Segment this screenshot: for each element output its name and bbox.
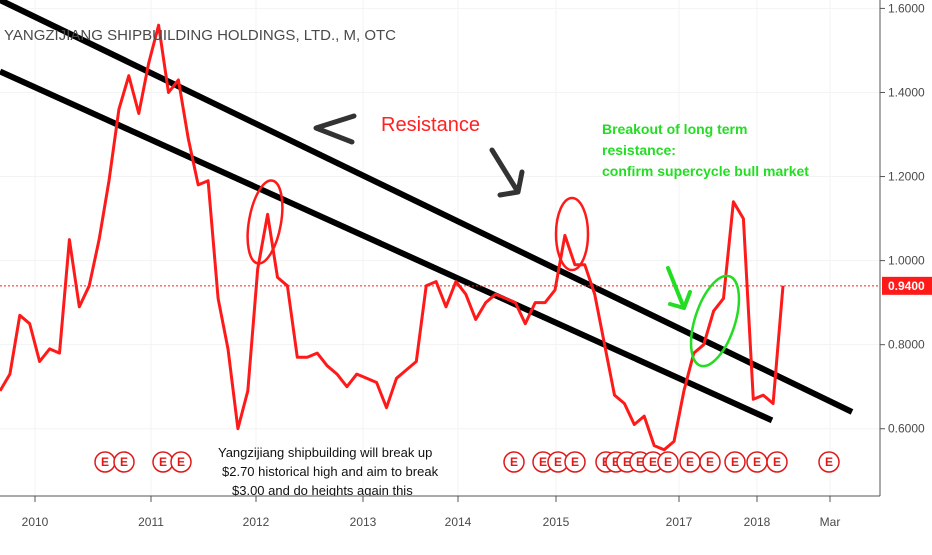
note-line-2: $2.70 historical high and aim to break [222, 464, 439, 479]
earnings-layer: EEEEEEEEEEEEEEEEEEEE [94, 451, 840, 473]
x-tick-label: Mar [820, 515, 841, 529]
earnings-marker-circle [503, 451, 525, 473]
note-line-1: Yangzijiang shipbuilding will break up [218, 445, 432, 460]
earnings-marker-label: E [773, 455, 781, 469]
earnings-marker[interactable]: E [113, 451, 135, 473]
current-price-tag: 0.9400 [882, 276, 932, 295]
current-price-tag-bg [882, 276, 932, 295]
y-tick-label: 0.8000 [888, 338, 925, 352]
breakout-annotation-line-1: Breakout of long term [602, 121, 747, 137]
green-circle-2017 [689, 274, 741, 368]
chart-title: YANGZIJIANG SHIPBUILDING HOLDINGS, LTD.,… [4, 27, 396, 44]
earnings-marker-label: E [554, 455, 562, 469]
earnings-marker[interactable]: E [503, 451, 525, 473]
trendline[interactable] [0, 68, 774, 424]
earnings-marker[interactable]: E [818, 451, 840, 473]
green-arrow-icon [666, 266, 692, 310]
x-tick-label: 2010 [22, 515, 49, 529]
x-tick-label: 2015 [543, 515, 570, 529]
earnings-marker-circle [170, 451, 192, 473]
x-tick-label: 2011 [138, 515, 164, 529]
earnings-marker[interactable]: E [94, 451, 116, 473]
arrow-left-icon [313, 113, 357, 145]
earnings-marker-label: E [825, 455, 833, 469]
earnings-marker-circle [657, 451, 679, 473]
x-tick-label: 2012 [243, 515, 270, 529]
red-circle-2015 [554, 196, 590, 272]
earnings-marker-label: E [649, 455, 657, 469]
earnings-marker-label: E [612, 455, 620, 469]
earnings-marker-label: E [623, 455, 631, 469]
earnings-marker-label: E [731, 455, 739, 469]
y-tick-label: 1.4000 [888, 85, 925, 99]
y-tick-layer: 1.6000 1.4000 1.2000 1.0000 0.8000 0.6000 [880, 1, 925, 436]
y-tick-label: 1.6000 [888, 1, 925, 15]
earnings-marker-label: E [101, 455, 109, 469]
earnings-marker-circle [818, 451, 840, 473]
y-tick-label: 1.2000 [888, 170, 925, 184]
breakout-annotation-line-3: confirm supercycle bull market [602, 163, 809, 179]
earnings-marker-label: E [706, 455, 714, 469]
earnings-marker-label: E [510, 455, 518, 469]
earnings-marker[interactable]: E [724, 451, 746, 473]
earnings-marker[interactable]: E [679, 451, 701, 473]
earnings-marker[interactable]: E [766, 451, 788, 473]
earnings-marker-circle [724, 451, 746, 473]
arrow-down-right-icon [489, 147, 525, 198]
trendline[interactable] [0, 0, 854, 415]
earnings-marker-label: E [571, 455, 579, 469]
earnings-marker[interactable]: E [699, 451, 721, 473]
x-tick-label: 2017 [666, 515, 693, 529]
price-line[interactable] [0, 23, 785, 452]
plot-background [0, 0, 880, 496]
earnings-marker-label: E [753, 455, 761, 469]
red-circle-2012 [246, 179, 284, 265]
earnings-marker-label: E [686, 455, 694, 469]
earnings-marker[interactable]: E [746, 451, 768, 473]
earnings-marker-circle [766, 451, 788, 473]
current-price-tag-label: 0.9400 [888, 279, 925, 293]
price-axis-background[interactable] [880, 0, 932, 550]
earnings-marker-label: E [539, 455, 547, 469]
x-tick-label: 2014 [445, 515, 472, 529]
earnings-marker[interactable]: E [152, 451, 174, 473]
note-line-3: $3.00 and do heights again this [232, 483, 413, 498]
earnings-marker-circle [699, 451, 721, 473]
x-tick-label: 2013 [350, 515, 377, 529]
y-tick-label: 0.6000 [888, 422, 925, 436]
earnings-marker-label: E [177, 455, 185, 469]
earnings-marker-circle [113, 451, 135, 473]
x-tick-layer: 2010 2011 2012 2013 2014 2015 2017 2018 Mar [22, 496, 841, 529]
earnings-marker-circle [564, 451, 586, 473]
resistance-annotation: Resistance [381, 114, 480, 136]
earnings-marker[interactable]: E [657, 451, 679, 473]
earnings-marker-label: E [636, 455, 644, 469]
time-axis-background[interactable] [0, 496, 932, 550]
trendline-layer [0, 0, 854, 424]
earnings-marker[interactable]: E [564, 451, 586, 473]
breakout-annotation-line-2: resistance: [602, 142, 676, 158]
y-tick-label: 1.0000 [888, 254, 925, 268]
earnings-marker[interactable]: E [170, 451, 192, 473]
earnings-marker-label: E [664, 455, 672, 469]
earnings-marker-label: E [120, 455, 128, 469]
earnings-marker-label: E [159, 455, 167, 469]
x-tick-label: 2018 [744, 515, 771, 529]
series-layer [0, 23, 785, 452]
